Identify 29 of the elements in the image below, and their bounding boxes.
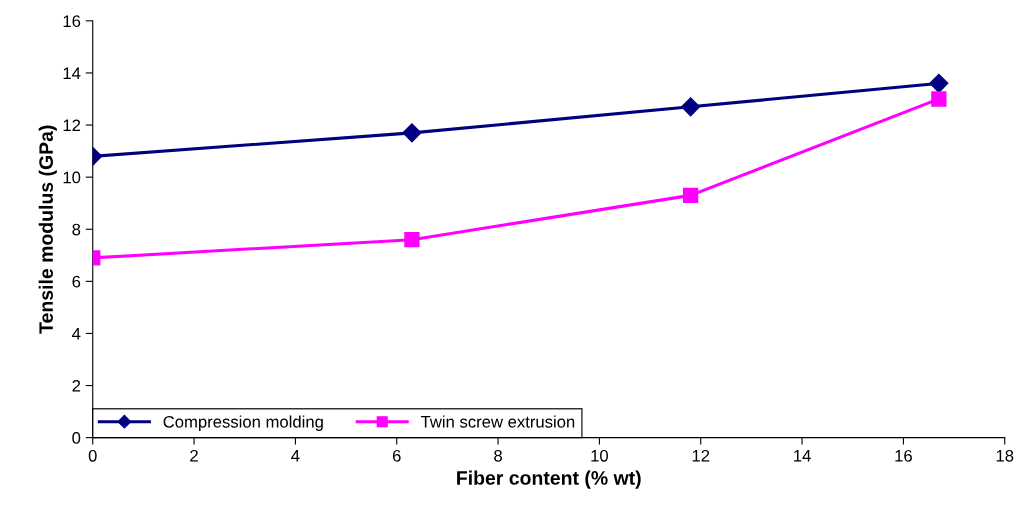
x-tick-label: 0 [88, 449, 97, 462]
x-tick-label: 18 [996, 449, 1014, 462]
legend-label: Twin screw extrusion [420, 415, 575, 428]
x-axis-title: Fiber content (% wt) [457, 470, 641, 489]
legend-label: Compression molding [163, 415, 323, 431]
y-tick-label: 8 [72, 223, 81, 236]
point [682, 187, 699, 204]
y-tick-label: 6 [72, 275, 81, 288]
x-tick-label: 12 [692, 449, 710, 462]
y-tick-label: 16 [63, 15, 81, 28]
x-tick-label: 16 [895, 449, 912, 462]
x-tick-label: 6 [392, 449, 401, 462]
point [402, 123, 422, 143]
x-tick-label: 8 [494, 449, 502, 462]
y-tick-label: 0 [72, 432, 81, 444]
x-tick-label: 4 [291, 450, 300, 462]
y-tick-label: 14 [63, 67, 81, 79]
x-tick-label: 2 [190, 449, 198, 462]
y-tick-label: 10 [63, 171, 81, 184]
x-tick-label: 10 [591, 449, 609, 462]
y-tick-label: 2 [72, 379, 81, 392]
y-tick-label: 12 [63, 119, 81, 132]
point [404, 232, 420, 248]
point [931, 91, 947, 107]
point [681, 97, 701, 117]
y-tick-label: 4 [72, 328, 81, 340]
x-tick-label: 14 [794, 450, 811, 462]
point [929, 73, 949, 93]
y-axis-title: Tensile modulus (GPa) [38, 125, 57, 334]
